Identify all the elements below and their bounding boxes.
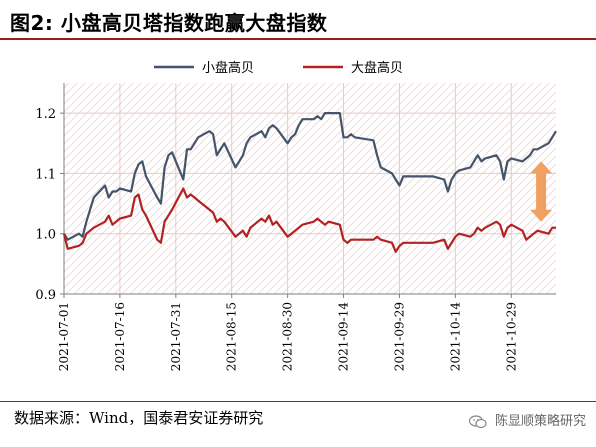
series-line-small-cap bbox=[63, 112, 557, 241]
x-tick-label: 2021-07-01 bbox=[57, 302, 71, 371]
legend-label-large-cap: 大盘高贝 bbox=[351, 60, 403, 76]
y-tick-label: 1.0 bbox=[35, 228, 56, 243]
watermark: 陈显顺策略研究 bbox=[468, 410, 586, 429]
chart-series bbox=[62, 112, 557, 253]
x-tick-label: 2021-07-16 bbox=[113, 302, 127, 371]
source-note: 数据来源：Wind，国泰君安证券研究 bbox=[14, 409, 264, 427]
x-tick-label: 2021-08-30 bbox=[281, 302, 295, 371]
x-tick-label: 2021-09-29 bbox=[392, 302, 406, 371]
watermark-text: 陈显顺策略研究 bbox=[494, 414, 586, 429]
wechat-icon bbox=[468, 414, 487, 428]
footer-divider bbox=[0, 401, 596, 402]
y-tick-label: 0.9 bbox=[35, 288, 56, 303]
chart-annotations bbox=[530, 161, 553, 222]
series-line-large-cap bbox=[62, 187, 556, 253]
x-tick-label: 2021-10-14 bbox=[448, 302, 462, 372]
plot-hatch bbox=[64, 83, 556, 294]
x-tick-label: 2021-10-29 bbox=[504, 302, 518, 371]
legend-label-small-cap: 小盘高贝 bbox=[202, 60, 254, 76]
x-tick-label: 2021-07-31 bbox=[169, 302, 183, 371]
y-tick-label: 1.2 bbox=[35, 107, 56, 122]
chart-legend: 小盘高贝 大盘高贝 bbox=[154, 60, 403, 76]
x-tick-label: 2021-08-15 bbox=[225, 302, 239, 371]
chart-axes: 0.9 1.0 1.1 1.2 2021-07-01 2021-07-16 2021-07-… bbox=[35, 83, 556, 371]
line-chart: 0.9 1.0 1.1 1.2 2021-07-01 2021-07-16 2021-07-… bbox=[35, 60, 557, 371]
y-tick-label: 1.1 bbox=[35, 167, 56, 182]
x-tick-label: 2021-09-14 bbox=[337, 302, 351, 372]
title-divider bbox=[0, 38, 596, 40]
double-arrow-annotation bbox=[530, 161, 553, 222]
figure-title: 图2: 小盘高贝塔指数跑赢大盘指数 bbox=[10, 11, 328, 35]
figure-header: 图2: 小盘高贝塔指数跑赢大盘指数 bbox=[0, 0, 596, 40]
chart-grid bbox=[63, 83, 556, 295]
